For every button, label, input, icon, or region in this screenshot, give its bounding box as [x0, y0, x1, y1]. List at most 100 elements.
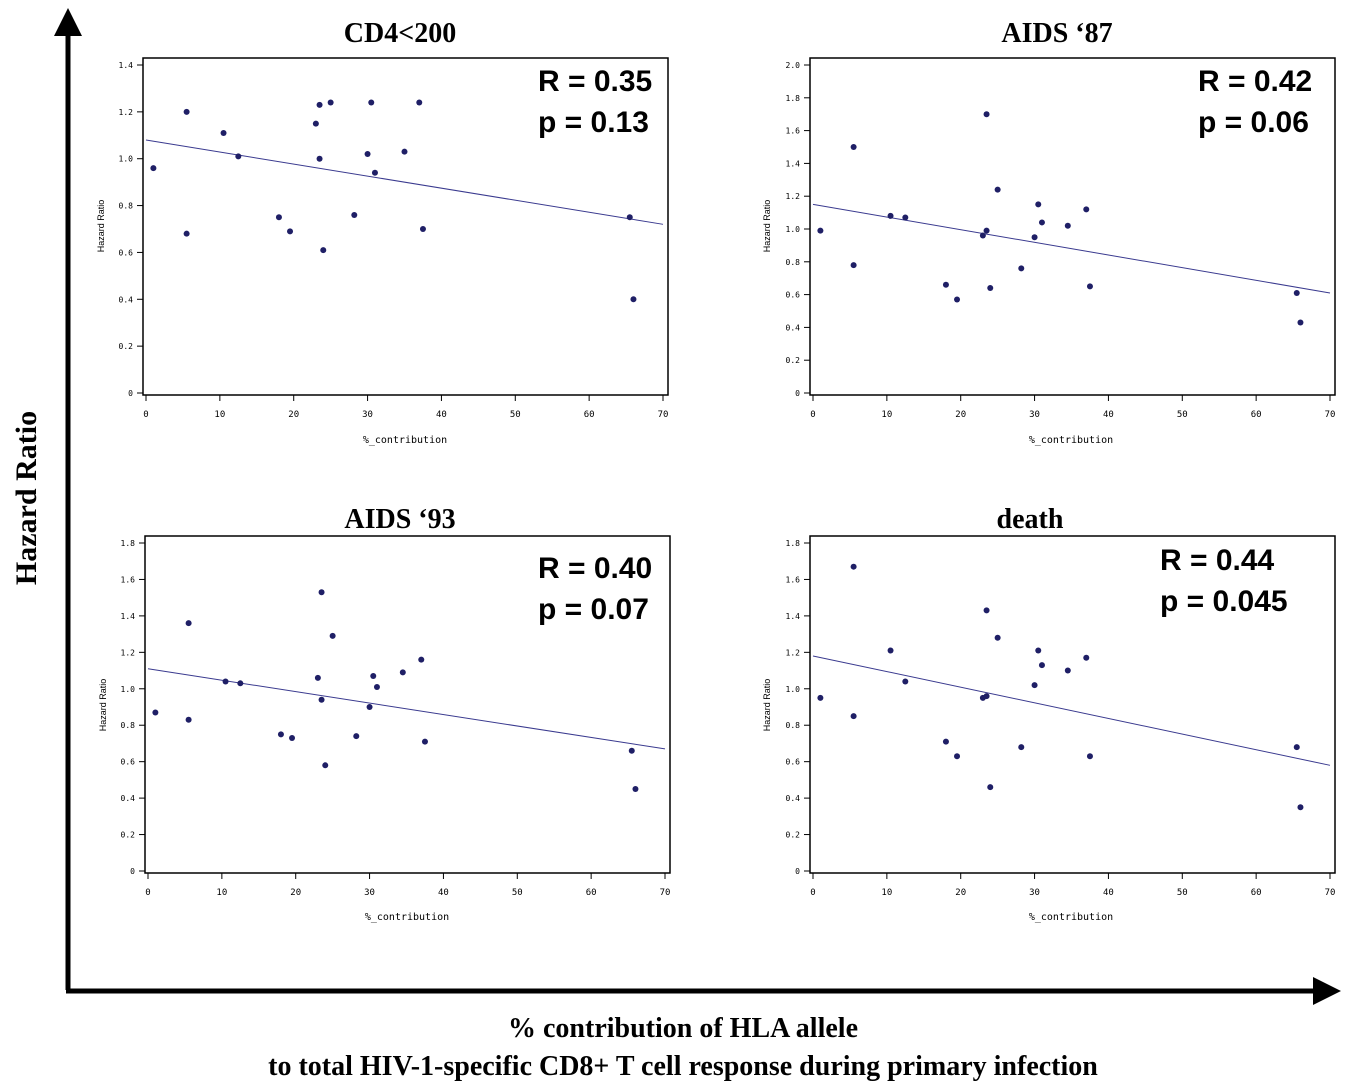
data-point	[942, 281, 949, 288]
data-point	[1035, 647, 1042, 654]
data-point	[1293, 744, 1300, 751]
y-tick-label: 0.8	[121, 721, 136, 730]
data-point	[222, 678, 229, 685]
data-point	[185, 716, 192, 723]
data-point	[322, 762, 329, 769]
y-tick-label: 0.8	[786, 258, 801, 267]
y-tick-label: 0.8	[119, 202, 134, 211]
y-tick-label: 0	[795, 389, 800, 398]
x-tick-label: 60	[584, 410, 595, 420]
tick-group: 0 10 20 30 40 50 60 70 0 0.2 0.4 0.6 0.8 1.0 1.2 1.4	[119, 61, 669, 420]
data-point	[418, 656, 425, 663]
stat-r: R = 0.44	[1160, 544, 1275, 577]
data-point	[401, 148, 408, 155]
x-tick-label: 0	[143, 410, 148, 420]
y-tick-label: 1.6	[786, 575, 801, 584]
x-tick-label: 10	[881, 410, 892, 420]
plot-frame	[809, 535, 1336, 874]
data-point	[366, 704, 373, 710]
data-point	[994, 186, 1001, 193]
data-point	[312, 120, 319, 127]
data-point	[1086, 753, 1093, 760]
y-tick-label: 0.2	[786, 356, 801, 365]
data-point	[1086, 283, 1093, 290]
data-point	[1083, 654, 1090, 661]
x-tick-label: 50	[1177, 410, 1188, 420]
data-point	[320, 247, 327, 254]
x-tick-label: 10	[881, 888, 892, 898]
data-point	[850, 262, 857, 269]
outer-y-axis-arrow	[54, 8, 82, 36]
data-point	[817, 694, 824, 701]
plot-frame	[142, 57, 669, 396]
data-point	[150, 165, 157, 172]
data-point	[983, 607, 990, 614]
mark-group	[812, 111, 1331, 326]
data-point	[329, 632, 336, 639]
data-point	[1293, 289, 1300, 296]
y-tick-label: 1.6	[786, 127, 801, 136]
data-point	[1297, 319, 1304, 326]
data-point	[983, 111, 990, 118]
data-point	[353, 733, 360, 740]
axis-xlabel: %_contribution	[363, 435, 447, 446]
axis-xlabel: %_contribution	[1029, 435, 1113, 446]
y-tick-label: 1.8	[786, 94, 801, 103]
y-tick-label: 0.8	[786, 721, 801, 730]
data-point	[416, 99, 423, 106]
x-tick-label: 10	[214, 410, 225, 420]
y-tick-label: 0.2	[119, 342, 134, 351]
stat-r: R = 0.40	[538, 552, 652, 585]
data-point	[220, 129, 227, 136]
data-point	[314, 674, 321, 681]
y-tick-label: 0	[795, 867, 800, 876]
x-tick-label: 20	[955, 410, 966, 420]
y-tick-label: 1.2	[121, 648, 136, 657]
data-point	[277, 731, 284, 738]
data-point	[954, 296, 961, 303]
data-point	[371, 169, 378, 176]
data-point	[850, 713, 857, 720]
x-tick-label: 30	[1029, 888, 1040, 898]
data-point	[327, 99, 334, 106]
data-point	[1064, 667, 1071, 674]
regression-line	[147, 668, 666, 750]
data-point	[421, 738, 428, 745]
y-tick-label: 1.4	[786, 612, 801, 621]
data-point	[626, 214, 633, 221]
y-tick-label: 1.4	[121, 612, 136, 621]
data-point	[1064, 222, 1071, 229]
x-tick-label: 40	[438, 888, 449, 898]
x-tick-label: 40	[1103, 410, 1114, 420]
axis-ylabel: Hazard Ratio	[96, 200, 106, 253]
data-point	[316, 101, 323, 108]
data-point	[1297, 804, 1304, 811]
y-tick-label: 0	[130, 867, 135, 876]
x-tick-label: 60	[1251, 888, 1262, 898]
y-tick-label: 0.6	[121, 758, 136, 767]
x-tick-label: 20	[955, 888, 966, 898]
x-tick-label: 0	[145, 888, 150, 898]
y-tick-label: 2.0	[786, 61, 801, 70]
x-tick-label: 30	[362, 410, 373, 420]
y-tick-label: 0.4	[119, 295, 134, 304]
data-point	[275, 214, 282, 221]
y-tick-label: 0.2	[121, 831, 136, 840]
data-point	[902, 214, 909, 221]
data-point	[817, 227, 824, 234]
outer-x-axis-label-line1: % contribution of HLA allele	[508, 1013, 858, 1044]
data-point	[979, 232, 986, 239]
data-point	[954, 753, 961, 760]
y-tick-label: 1.0	[786, 225, 801, 234]
panel-title: death	[997, 504, 1064, 535]
x-tick-label: 70	[658, 410, 669, 420]
axis-ylabel: Hazard Ratio	[762, 200, 772, 253]
x-tick-label: 0	[810, 410, 815, 420]
x-tick-label: 0	[810, 888, 815, 898]
x-tick-label: 20	[288, 410, 299, 420]
data-point	[1083, 206, 1090, 213]
data-point	[887, 212, 894, 219]
panel-title: CD4<200	[344, 18, 456, 49]
stat-r: R = 0.35	[538, 65, 652, 98]
